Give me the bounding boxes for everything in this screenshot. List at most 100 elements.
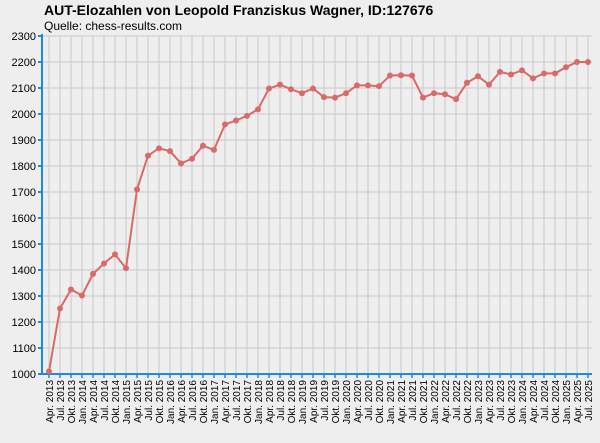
data-point — [211, 146, 217, 153]
data-point — [112, 251, 118, 258]
data-point — [530, 75, 536, 82]
y-tick-label: 1800 — [12, 161, 36, 173]
x-tick-label: Jan. 2018 — [254, 380, 265, 424]
data-point — [585, 59, 591, 65]
y-tick-label: 1700 — [12, 187, 36, 199]
x-tick-label: Jan. 2023 — [474, 380, 485, 424]
data-point — [79, 292, 85, 299]
data-point — [398, 72, 404, 79]
y-tick-label: 1600 — [12, 213, 36, 225]
y-tick-label: 2000 — [12, 109, 36, 121]
y-tick-label: 1400 — [12, 265, 36, 277]
data-point — [552, 70, 558, 77]
x-tick-label: Jan. 2022 — [430, 380, 441, 424]
grid — [42, 35, 592, 375]
x-tick-label: Apr. 2016 — [177, 380, 188, 423]
x-tick-label: Okt. 2017 — [243, 380, 254, 424]
data-point — [563, 64, 569, 71]
chart-subtitle: Quelle: chess-results.com — [44, 19, 183, 33]
x-tick-label: Jan. 2020 — [342, 380, 353, 424]
x-tick-label: Jan. 2017 — [210, 380, 221, 424]
x-tick-label: Jul. 2018 — [276, 380, 287, 421]
axes — [38, 34, 592, 378]
y-tick-label: 1900 — [12, 135, 36, 147]
data-point — [321, 94, 327, 101]
y-tick-label: 1300 — [12, 291, 36, 303]
x-tick-label: Okt. 2020 — [375, 380, 386, 424]
x-tick-label: Okt. 2019 — [331, 380, 342, 424]
x-tick-label: Jan. 2016 — [166, 380, 177, 424]
x-tick-label: Jul. 2021 — [408, 380, 419, 421]
y-axis-ticks: 1000 1100 1200 1300 1400 1500 1600 1700 1800 1900… — [12, 31, 36, 381]
x-tick-label: Jan. 2024 — [518, 380, 529, 424]
data-point — [508, 71, 514, 78]
data-point — [376, 83, 382, 90]
data-point — [222, 121, 228, 128]
x-tick-label: Jan. 2015 — [122, 380, 133, 424]
data-point — [101, 260, 107, 267]
data-point — [387, 72, 393, 79]
x-tick-label: Jul. 2024 — [540, 380, 551, 421]
x-tick-label: Jan. 2019 — [298, 380, 309, 424]
y-tick-label: 2100 — [12, 83, 36, 95]
data-point — [134, 186, 140, 193]
x-tick-label: Okt. 2013 — [67, 380, 78, 424]
data-point — [420, 94, 426, 101]
x-tick-label: Jan. 2025 — [562, 380, 573, 424]
x-tick-label: Okt. 2018 — [287, 380, 298, 424]
data-point — [57, 305, 63, 312]
x-tick-label: Okt. 2014 — [111, 380, 122, 424]
data-point — [266, 85, 272, 92]
data-point — [574, 59, 580, 65]
data-point — [409, 72, 415, 79]
data-point — [365, 82, 371, 89]
data-point — [68, 286, 74, 293]
data-point — [233, 117, 239, 124]
x-tick-label: Apr. 2013 — [45, 380, 56, 423]
x-tick-label: Jan. 2014 — [78, 380, 89, 424]
data-point — [541, 70, 547, 77]
x-tick-label: Apr. 2025 — [573, 380, 584, 423]
x-tick-label: Apr. 2017 — [221, 380, 232, 423]
x-tick-label: Apr. 2018 — [265, 380, 276, 423]
x-tick-label: Okt. 2015 — [155, 380, 166, 424]
data-point — [244, 112, 250, 119]
x-tick-label: Okt. 2021 — [419, 380, 430, 424]
plot-area — [42, 36, 592, 374]
x-tick-label: Jul. 2013 — [56, 380, 67, 421]
data-point — [277, 81, 283, 88]
x-tick-label: Apr. 2015 — [133, 380, 144, 423]
x-tick-label: Jul. 2017 — [232, 380, 243, 421]
x-tick-label: Okt. 2022 — [463, 380, 474, 424]
x-tick-label: Apr. 2014 — [89, 380, 100, 423]
y-tick-label: 1000 — [12, 369, 36, 381]
data-point — [189, 155, 195, 162]
data-point — [145, 152, 151, 159]
data-point — [354, 82, 360, 89]
data-point — [255, 106, 261, 113]
x-tick-label: Apr. 2021 — [397, 380, 408, 423]
series-elo — [46, 59, 591, 375]
x-tick-label: Jul. 2019 — [320, 380, 331, 421]
x-tick-label: Apr. 2024 — [529, 380, 540, 423]
x-axis-ticks: Apr. 2013 Jul. 2013 Okt. 2013 Jan. 2014 Apr.… — [45, 380, 595, 424]
data-point — [178, 160, 184, 167]
data-point — [519, 67, 525, 74]
data-point — [288, 86, 294, 93]
x-tick-label: Apr. 2023 — [485, 380, 496, 423]
x-tick-label: Okt. 2024 — [551, 380, 562, 424]
x-tick-label: Apr. 2022 — [441, 380, 452, 423]
data-point — [431, 90, 437, 97]
data-point — [310, 85, 316, 92]
data-point — [343, 90, 349, 97]
data-point — [200, 142, 206, 149]
data-point — [442, 91, 448, 98]
y-tick-label: 1500 — [12, 239, 36, 251]
x-tick-label: Jan. 2021 — [386, 380, 397, 424]
y-tick-label: 2200 — [12, 57, 36, 69]
x-tick-label: Jul. 2014 — [100, 380, 111, 421]
data-point — [299, 90, 305, 97]
data-point — [156, 145, 162, 152]
x-tick-label: Okt. 2023 — [507, 380, 518, 424]
